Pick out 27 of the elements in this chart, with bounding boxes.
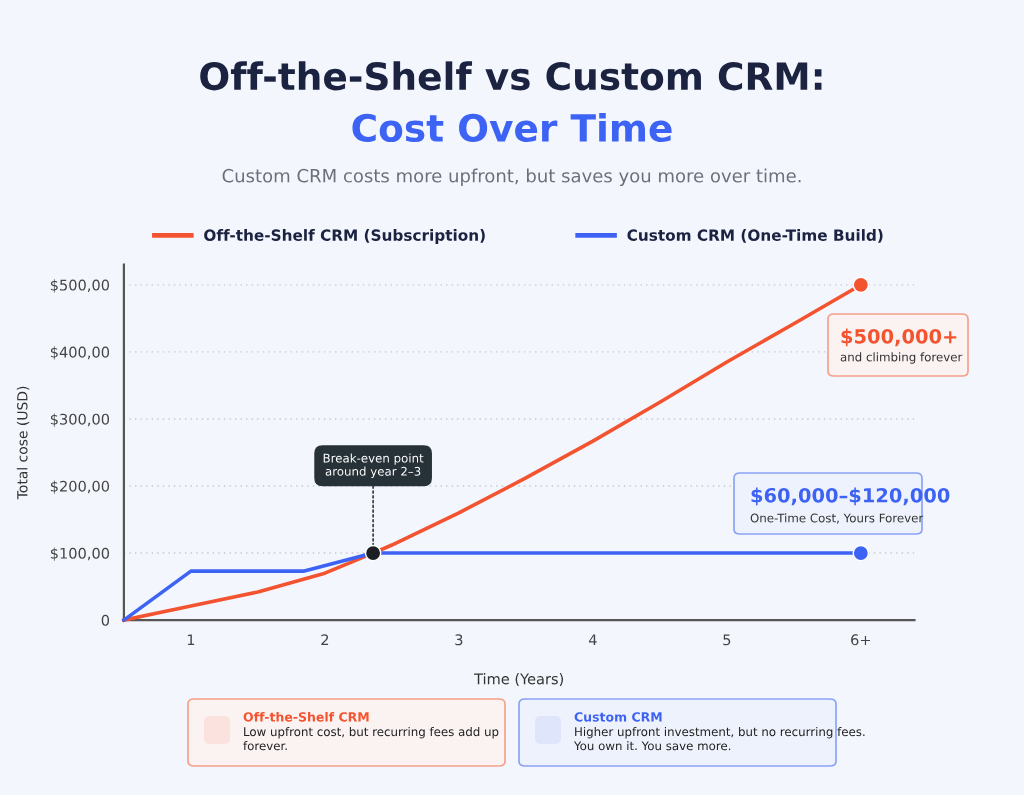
chart-title: Off-the-Shelf vs Custom CRM: Cost Over Time [200, 61, 822, 143]
text: Higher upfront investment, but no recurring fees. You own it. You save more. [573, 727, 865, 751]
x-axis-title: Time (Years) [474, 673, 563, 687]
annotation: One-Time Cost, Yours Forever [750, 513, 924, 524]
x-tick-label: 6+ [851, 634, 871, 646]
x-tick-label: 2 [321, 634, 329, 646]
y-tick-label: 0 [101, 614, 110, 626]
legend-label: Custom CRM (One-Time Build) [627, 229, 883, 243]
y-tick-label: $200,00 [50, 480, 110, 494]
chart-subtitle: Custom CRM costs more upfront, but saves you more over time. [222, 168, 801, 187]
y-tick-label: $400,00 [50, 346, 110, 360]
text: Low upfront cost, but recurring fees add up forever. [243, 727, 499, 751]
annotation: and climbing forever [840, 352, 963, 364]
annotation: Break-even point around year 2–3 [323, 453, 424, 479]
text: Custom CRM [574, 712, 662, 722]
text: Off-the-Shelf CRM [243, 711, 369, 722]
y-axis-title: Total cose (USD) [16, 386, 30, 500]
y-tick-label: $100,00 [50, 547, 110, 561]
y-tick-label: $300,00 [50, 413, 110, 427]
x-tick-label: 5 [723, 634, 731, 646]
annotation: $500,000+ [841, 328, 957, 347]
x-tick-label: 4 [588, 634, 597, 646]
annotation: $60,000–$120,000 [751, 487, 950, 506]
x-tick-label: 3 [455, 634, 463, 646]
y-tick-label: $500,00 [50, 279, 110, 293]
legend-label: Off-the-Shelf CRM (Subscription) [204, 229, 485, 244]
x-tick-label: 1 [187, 634, 195, 646]
